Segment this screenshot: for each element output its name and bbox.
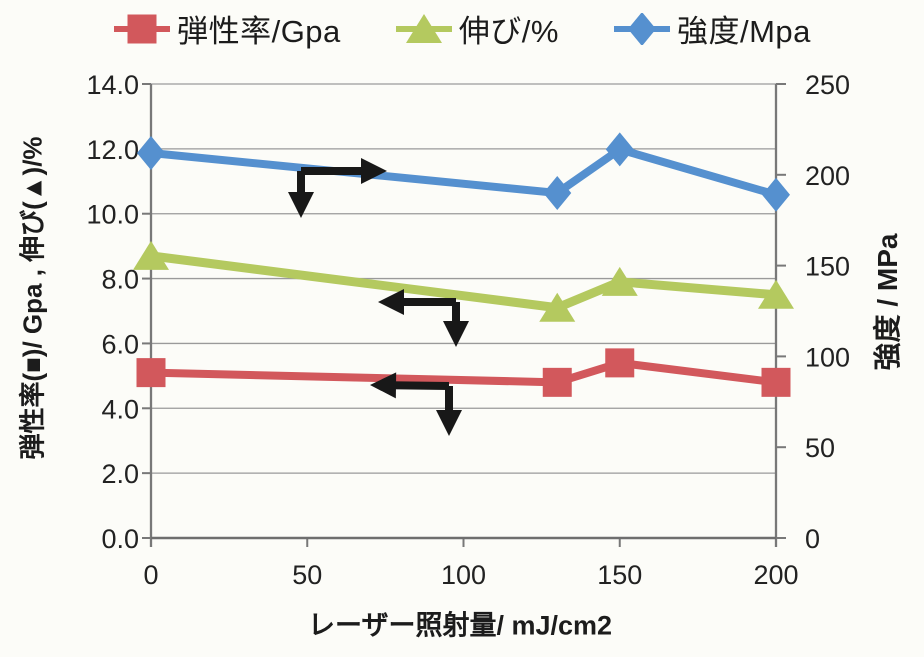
pointer-to-right-axis-strength-arrow-icon — [288, 158, 387, 218]
legend: 弾性率/Gpa 伸び/% 強度/Mpa — [0, 6, 924, 51]
y-tick-label-left: 12.0 — [86, 135, 139, 165]
pointer-to-left-axis-elongation-arrow-icon — [378, 289, 469, 347]
marker-triangle — [133, 240, 169, 270]
legend-item-elongation: 伸び/% — [395, 6, 559, 51]
y-tick-label-right: 50 — [805, 433, 835, 463]
y-tick-label-right: 200 — [805, 161, 850, 191]
x-tick-label: 100 — [441, 560, 486, 590]
gridlines — [142, 83, 786, 547]
y-tick-label-right: 100 — [805, 342, 850, 372]
y-tick-label-left: 14.0 — [86, 70, 139, 100]
x-tick-label: 0 — [143, 560, 158, 590]
marker-square — [605, 348, 635, 378]
legend-marker-diamond-icon — [613, 12, 670, 45]
marker-diamond — [627, 12, 656, 45]
series-line — [147, 358, 780, 387]
y-tick-label-right: 150 — [805, 252, 850, 282]
marker-square — [127, 14, 157, 43]
y-tick-label-left: 6.0 — [101, 329, 139, 359]
marker-diamond — [543, 175, 572, 210]
y-tick-label-right: 250 — [805, 70, 850, 100]
y-tick-label-left: 4.0 — [101, 394, 139, 424]
marker-square — [542, 367, 572, 397]
y-tick-label-left: 10.0 — [86, 200, 139, 230]
y-tick-label-left: 8.0 — [101, 265, 139, 295]
legend-label-modulus: 弾性率/Gpa — [177, 14, 341, 49]
marker-diamond — [137, 136, 165, 171]
marker-triangle — [601, 266, 638, 296]
legend-item-strength: 強度/Mpa — [613, 6, 811, 51]
y-tick-label-left: 2.0 — [101, 459, 139, 489]
series-triangle — [133, 240, 794, 322]
series-square — [136, 348, 791, 397]
x-tick-label: 50 — [292, 560, 322, 590]
marker-diamond — [605, 132, 634, 167]
marker-triangle — [539, 292, 576, 322]
marker-diamond — [762, 177, 790, 212]
pointer-to-left-axis-modulus-arrow-icon — [370, 372, 462, 436]
x-tick-label: 150 — [597, 560, 642, 590]
marker-triangle — [758, 279, 794, 309]
legend-marker-triangle-icon — [395, 13, 452, 43]
y-axis-title-left: 弾性率(■)/ Gpa , 伸び(▲)/% — [17, 136, 48, 460]
legend-marker-square-icon — [114, 14, 171, 43]
marker-square — [136, 358, 166, 388]
axes — [149, 84, 778, 547]
y-tick-label-right: 0 — [805, 524, 820, 554]
legend-item-modulus: 弾性率/Gpa — [113, 6, 341, 51]
x-axis-title: レーザー照射量/ mJ/cm2 — [307, 610, 613, 641]
series-line — [146, 251, 781, 313]
x-tick-label: 200 — [753, 560, 798, 590]
y-axis-title-right: 強度 / MPa — [872, 233, 903, 371]
y-tick-label-left: 0.0 — [101, 524, 139, 554]
series-line — [147, 145, 780, 199]
marker-triangle — [405, 13, 442, 43]
series-diamond — [137, 132, 790, 212]
legend-label-strength: 強度/Mpa — [676, 14, 811, 49]
legend-label-elongation: 伸び/% — [458, 14, 559, 49]
marker-square — [761, 367, 791, 397]
